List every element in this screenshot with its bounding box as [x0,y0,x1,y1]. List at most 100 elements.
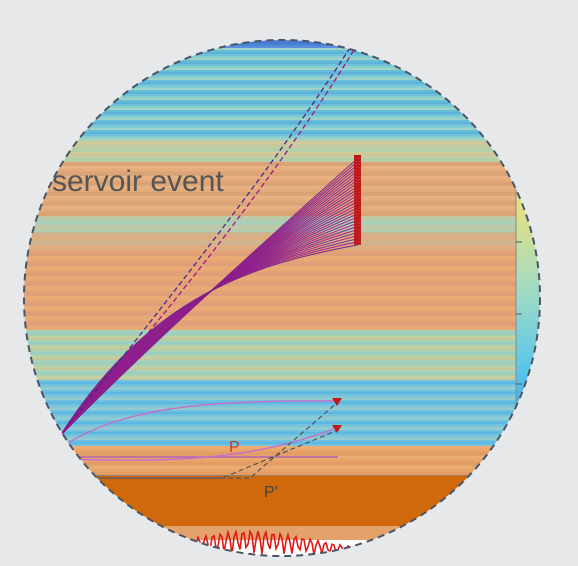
layer-band [24,294,520,296]
ray-P [59,400,337,449]
layer-band [24,104,520,106]
layer-band [24,170,520,172]
layer-band [24,162,520,164]
layer-band [24,418,520,420]
receiver-marker [354,232,361,236]
layer-band [24,386,520,388]
layer-band [24,76,520,78]
layer-band [24,112,520,114]
layer-band [24,460,520,462]
layer-band [24,364,520,366]
layer-band [24,434,520,436]
receiver-marker [354,207,361,211]
layer-band [24,406,520,408]
layer-band [24,156,520,158]
layer-band [24,332,520,334]
layer-band [24,474,520,476]
layer-band [24,266,520,268]
layer-band [24,420,520,422]
layer-band [24,186,520,188]
layer-band [24,430,520,432]
layer-band [24,344,520,346]
layer-band [24,114,520,116]
layer-band [24,62,520,64]
receiver-marker [354,164,361,168]
layer-band [24,394,520,396]
layer-band [24,442,520,444]
bottom-layer [24,476,500,526]
ray-P-prime [60,401,339,479]
layer-band [24,412,520,414]
layer-band [24,448,520,450]
layer-band [24,208,520,210]
layer-band [24,378,520,380]
layer-band [24,446,520,448]
layer-band [24,180,520,182]
layer-band [24,230,520,232]
layer-band [24,80,520,82]
layer-band [24,164,520,166]
receiver-marker [354,204,361,208]
layer-band [24,154,520,156]
layer-band [24,150,520,152]
layer-band [24,184,520,186]
layer-band [24,166,520,168]
receiver-marker [354,176,361,180]
layer-band [24,48,520,50]
layer-band [24,396,520,398]
layer-band [24,404,520,406]
layer-band [24,316,520,318]
ray-P [59,427,337,461]
layer-band [24,242,520,244]
layer-band [24,440,520,442]
layer-band [24,128,520,130]
event-label: servoir event [52,165,224,198]
layer-band [24,422,520,424]
layer-band [24,372,520,374]
layer-band [24,88,520,90]
layer-band [24,92,520,94]
layer-band [24,218,520,220]
layer-band [24,312,520,314]
receiver-marker [354,186,361,189]
layer-band [24,336,520,338]
layer-band [24,74,520,76]
layer-band [24,110,520,112]
layer-band [24,314,520,316]
receiver-marker [354,220,361,224]
layer-band [24,326,520,328]
layer-band [24,174,520,176]
layer-band [24,42,520,44]
layer-band [24,444,520,446]
layer-band [24,416,520,418]
receiver-marker [354,179,361,183]
layer-band [24,130,520,132]
receiver-marker [354,210,361,214]
layer-band [24,292,520,294]
ray-P-prime [80,429,339,479]
layer-band [24,458,520,460]
receiver-marker [354,161,361,165]
layer-band [24,278,520,280]
colorbar-tick-label: 4 [541,372,555,402]
receiver-marker [354,201,361,205]
velocity-model-layers [24,40,520,540]
layer-band [24,124,520,126]
layer-band [24,274,520,276]
layer-band [24,78,520,80]
layer-band [24,190,520,192]
receiver-marker [332,425,342,433]
layer-band [24,144,520,146]
layer-band [24,306,520,308]
layer-band [24,382,520,384]
ray [59,40,357,437]
layer-band [24,414,520,416]
layer-band [24,302,520,304]
layer-band [24,338,520,340]
layer-band [24,64,520,66]
receiver-marker [354,158,361,162]
layer-band [24,58,520,60]
colorbar [515,139,540,463]
layer-band [24,432,520,434]
